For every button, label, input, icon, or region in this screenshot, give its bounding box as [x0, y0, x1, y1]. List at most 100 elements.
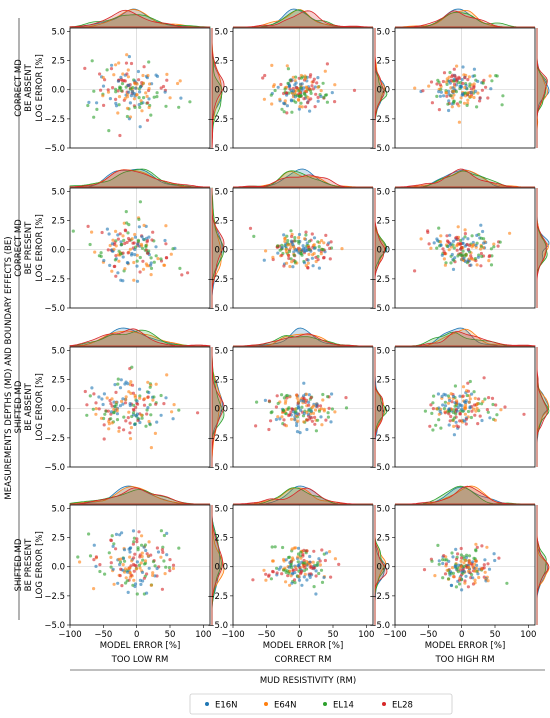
point-e64n [467, 558, 471, 563]
point-e64n [172, 403, 176, 407]
point-e16n [137, 103, 141, 107]
point-e64n [487, 259, 491, 263]
point-e64n [319, 252, 323, 256]
point-e64n [132, 97, 136, 101]
point-e64n [283, 239, 287, 243]
point-e64n [165, 72, 169, 76]
point-e64n [447, 248, 451, 252]
point-el28 [124, 61, 129, 65]
point-e16n [132, 92, 137, 96]
point-e16n [110, 63, 114, 67]
point-e64n [451, 575, 456, 579]
point-e64n [146, 380, 150, 384]
y-axis-label: LOG ERROR [%] [35, 373, 45, 441]
point-e16n [451, 555, 455, 559]
point-el14 [131, 411, 136, 415]
point-el14 [284, 412, 288, 416]
point-e16n [316, 76, 320, 80]
point-el14 [149, 256, 153, 260]
right-kde-el28 [536, 28, 548, 148]
point-e64n [149, 446, 153, 450]
point-el28 [267, 427, 271, 432]
point-el14 [124, 210, 128, 214]
point-el14 [177, 546, 181, 550]
point-e16n [130, 89, 134, 93]
point-e64n [472, 95, 476, 100]
point-e16n [116, 581, 120, 585]
point-el28 [427, 242, 431, 246]
point-e16n [138, 420, 142, 425]
point-el14 [87, 532, 91, 536]
point-el14 [481, 81, 485, 85]
point-e16n [327, 241, 331, 245]
right-kde-el28 [211, 347, 225, 467]
point-e64n [473, 569, 477, 573]
point-el28 [487, 255, 491, 259]
point-e64n [463, 558, 467, 563]
point-el28 [445, 234, 449, 238]
point-e64n [293, 79, 297, 83]
point-e64n [306, 261, 310, 265]
point-el14 [107, 129, 111, 133]
y-tick-label: −2.5 [369, 592, 390, 602]
point-e64n [117, 61, 121, 65]
point-e16n [291, 242, 295, 246]
point-e16n [456, 405, 460, 410]
point-el14 [155, 95, 159, 99]
point-e64n [319, 407, 324, 411]
point-el14 [461, 253, 465, 257]
point-e16n [466, 237, 470, 241]
legend-marker-e64n [264, 702, 268, 706]
point-e64n [101, 75, 105, 80]
point-el14 [320, 580, 325, 585]
top-kde-el14 [69, 168, 210, 188]
y-tick-label: −5.0 [44, 621, 65, 631]
panel-frame [232, 27, 374, 149]
point-e64n [492, 242, 496, 246]
point-el28 [128, 238, 132, 242]
point-el28 [306, 101, 310, 105]
point-el14 [278, 248, 282, 252]
point-el14 [461, 571, 465, 575]
right-kde-el28 [374, 347, 384, 467]
point-el28 [452, 82, 457, 86]
top-kde-el28 [233, 10, 373, 28]
row-label-line2: BE ABSENT [24, 63, 34, 112]
point-e64n [128, 437, 133, 441]
point-el28 [442, 71, 447, 75]
point-e16n [121, 255, 125, 259]
point-el14 [161, 545, 165, 549]
point-el14 [276, 401, 280, 406]
point-el14 [434, 423, 438, 427]
point-e16n [330, 91, 334, 95]
point-e64n [442, 257, 446, 261]
panel-frame [232, 187, 374, 309]
point-e64n [312, 251, 316, 256]
point-el28 [146, 251, 150, 255]
point-el14 [480, 254, 484, 259]
point-el28 [109, 538, 113, 542]
point-e64n [499, 408, 503, 412]
point-e16n [322, 575, 326, 580]
point-el14 [144, 424, 148, 428]
point-el14 [302, 569, 306, 573]
point-el28 [116, 237, 120, 241]
point-el14 [135, 592, 139, 596]
point-e64n [283, 99, 287, 103]
point-el14 [128, 87, 133, 91]
point-el14 [468, 379, 472, 384]
point-e64n [138, 566, 142, 570]
point-e64n [123, 567, 127, 571]
y-tick-label: −5.0 [207, 144, 228, 154]
point-el14 [152, 395, 156, 399]
point-el28 [98, 563, 102, 567]
point-e64n [475, 406, 479, 411]
point-e16n [451, 86, 455, 90]
point-e64n [132, 260, 136, 265]
point-el28 [131, 542, 135, 546]
point-e64n [133, 232, 137, 237]
point-el28 [116, 89, 120, 93]
point-el14 [149, 413, 153, 417]
point-el28 [106, 409, 110, 413]
point-e16n [105, 227, 109, 231]
